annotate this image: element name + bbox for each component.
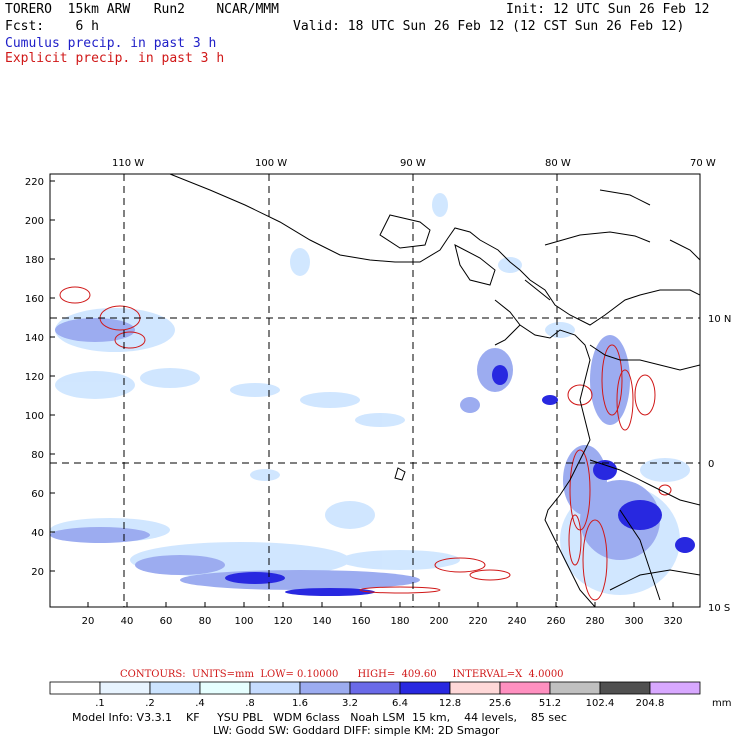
contours-info: CONTOURS: UNITS=mm LOW= 0.10000 HIGH= 40… bbox=[120, 669, 564, 680]
colorbar-label: .8 bbox=[245, 698, 255, 709]
colorbar-label: 6.4 bbox=[392, 698, 408, 709]
valid-time: Valid: 18 UTC Sun 26 Feb 12 (12 CST Sun … bbox=[293, 19, 685, 34]
x-tick: 100 bbox=[234, 616, 253, 627]
x-tick-labels: 20 40 60 80 100 120 140 160 180 200 220 … bbox=[82, 616, 683, 627]
x-tick: 140 bbox=[312, 616, 331, 627]
forecast-hour: Fcst: 6 h bbox=[5, 19, 99, 34]
x-tick: 300 bbox=[624, 616, 643, 627]
colorbar-swatch bbox=[299, 681, 351, 695]
colorbar-label: 12.8 bbox=[439, 698, 461, 709]
x-tick: 160 bbox=[351, 616, 370, 627]
x-tick: 220 bbox=[468, 616, 487, 627]
lon-label: 100 W bbox=[255, 158, 287, 169]
heavy-precip-areas bbox=[225, 365, 695, 596]
y-tick: 180 bbox=[25, 255, 44, 266]
lat-label: 10 N bbox=[708, 314, 731, 325]
y-tick: 100 bbox=[25, 411, 44, 422]
y-tick: 40 bbox=[31, 528, 44, 539]
colorbar-swatch bbox=[599, 681, 651, 695]
colorbar bbox=[49, 681, 701, 695]
cumulus-legend: Cumulus precip. in past 3 h bbox=[5, 36, 217, 51]
model-info-line1: Model Info: V3.3.1 KF YSU PBL WDM 6class… bbox=[72, 711, 567, 724]
colorbar-label: 102.4 bbox=[586, 698, 615, 709]
x-tick: 240 bbox=[507, 616, 526, 627]
x-tick-marks bbox=[87, 602, 674, 607]
colorbar-label: .2 bbox=[145, 698, 155, 709]
colorbar-swatch bbox=[349, 681, 401, 695]
colorbar-swatch bbox=[649, 681, 701, 695]
y-tick-marks bbox=[50, 180, 55, 572]
x-tick: 40 bbox=[121, 616, 134, 627]
x-tick: 280 bbox=[585, 616, 604, 627]
colorbar-swatch bbox=[149, 681, 201, 695]
colorbar-label: 204.8 bbox=[636, 698, 665, 709]
lon-label: 90 W bbox=[400, 158, 426, 169]
colorbar-swatch bbox=[249, 681, 301, 695]
colorbar-swatch bbox=[549, 681, 601, 695]
coastlines bbox=[169, 174, 700, 607]
precip-field bbox=[50, 174, 700, 607]
y-tick: 120 bbox=[25, 372, 44, 383]
lat-label: 0 bbox=[708, 459, 714, 470]
lon-label: 70 W bbox=[690, 158, 716, 169]
x-tick: 120 bbox=[273, 616, 292, 627]
colorbar-swatch bbox=[99, 681, 151, 695]
x-tick: 320 bbox=[663, 616, 682, 627]
x-tick: 180 bbox=[390, 616, 409, 627]
colorbar-labels: .1 .2 .4 .8 1.6 3.2 6.4 12.8 25.6 51.2 1… bbox=[95, 698, 731, 709]
y-tick: 20 bbox=[31, 567, 44, 578]
colorbar-swatch bbox=[199, 681, 251, 695]
y-tick-labels: 220 200 180 160 140 120 100 80 60 40 20 bbox=[25, 177, 44, 578]
explicit-legend: Explicit precip. in past 3 h bbox=[5, 51, 225, 66]
colorbar-label: 51.2 bbox=[539, 698, 561, 709]
colorbar-label: 1.6 bbox=[292, 698, 308, 709]
x-tick: 60 bbox=[160, 616, 173, 627]
x-tick: 200 bbox=[429, 616, 448, 627]
colorbar-swatch bbox=[499, 681, 551, 695]
colorbar-label: 25.6 bbox=[489, 698, 511, 709]
y-tick: 160 bbox=[25, 294, 44, 305]
lon-label: 110 W bbox=[112, 158, 144, 169]
y-tick: 80 bbox=[31, 450, 44, 461]
latitude-labels: 10 N 0 10 S bbox=[708, 314, 731, 614]
lat-lon-grid bbox=[50, 174, 700, 607]
y-tick: 200 bbox=[25, 216, 44, 227]
colorbar-swatch bbox=[49, 681, 101, 695]
explicit-precip-contours bbox=[59, 286, 672, 601]
colorbar-label: .1 bbox=[95, 698, 105, 709]
longitude-labels: 110 W 100 W 90 W 80 W 70 W bbox=[112, 158, 716, 169]
model-title: TORERO 15km ARW Run2 NCAR/MMM bbox=[5, 2, 279, 17]
x-tick: 20 bbox=[82, 616, 95, 627]
colorbar-label: .4 bbox=[195, 698, 205, 709]
map-frame bbox=[49, 173, 701, 608]
y-tick: 60 bbox=[31, 489, 44, 500]
colorbar-swatch bbox=[449, 681, 501, 695]
init-time: Init: 12 UTC Sun 26 Feb 12 bbox=[506, 2, 710, 17]
y-tick: 220 bbox=[25, 177, 44, 188]
y-tick: 140 bbox=[25, 333, 44, 344]
colorbar-swatch bbox=[399, 681, 451, 695]
colorbar-label: 3.2 bbox=[342, 698, 358, 709]
x-tick: 260 bbox=[546, 616, 565, 627]
lon-label: 80 W bbox=[545, 158, 571, 169]
x-tick: 80 bbox=[199, 616, 212, 627]
lat-label: 10 S bbox=[708, 603, 730, 614]
colorbar-unit: mm bbox=[712, 698, 731, 709]
model-info-line2: LW: Godd SW: Goddard DIFF: simple KM: 2D… bbox=[213, 724, 500, 737]
